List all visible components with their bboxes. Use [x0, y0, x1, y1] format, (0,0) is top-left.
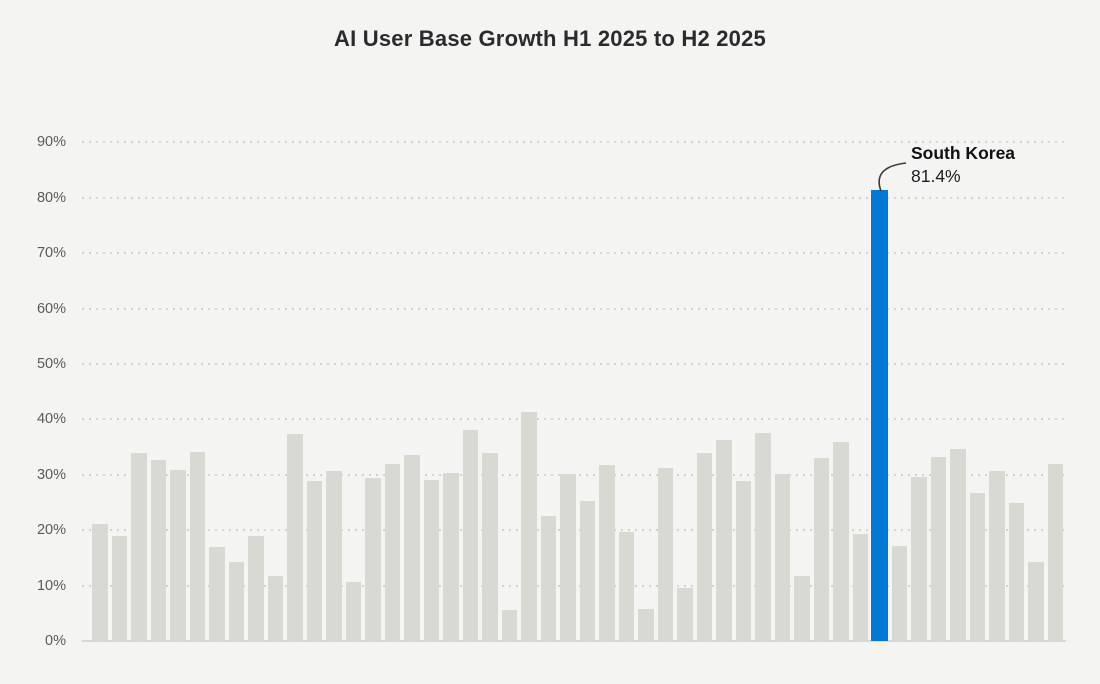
bar: [911, 477, 927, 641]
bar-south-korea: [871, 190, 889, 641]
y-tick-label: 90%: [36, 134, 66, 151]
bar: [891, 546, 907, 641]
bar: [267, 576, 283, 641]
bar: [228, 562, 244, 641]
bar: [92, 523, 108, 641]
bar: [774, 473, 790, 641]
bar: [462, 429, 478, 641]
annotation-south-korea: South Korea 81.4%: [911, 141, 1015, 188]
gridline: [82, 196, 1066, 199]
bar: [657, 467, 673, 641]
bar: [189, 452, 205, 641]
gridline: [82, 141, 1066, 144]
bar: [735, 481, 751, 641]
bar: [423, 480, 439, 641]
bar: [326, 471, 342, 641]
bar: [287, 433, 303, 641]
bar: [248, 536, 264, 641]
bar: [794, 576, 810, 641]
bar: [540, 515, 556, 641]
gridline: [82, 252, 1066, 255]
bar: [1047, 463, 1063, 641]
bar: [677, 587, 693, 641]
bar: [579, 501, 595, 641]
bar: [813, 458, 829, 641]
y-tick-label: 60%: [36, 300, 66, 317]
bar: [150, 460, 166, 641]
y-tick-label: 50%: [36, 356, 66, 372]
bar: [384, 463, 400, 641]
bar: [521, 411, 537, 641]
y-tick-label: 20%: [36, 522, 66, 539]
bar: [696, 452, 712, 641]
bar: [833, 442, 849, 641]
bar: [969, 493, 985, 641]
gridline: [82, 418, 1066, 421]
bar: [482, 452, 498, 641]
bar: [989, 471, 1005, 641]
bar: [930, 456, 946, 641]
bar: [1008, 502, 1024, 641]
y-tick-label: 10%: [36, 577, 66, 594]
bar: [618, 532, 634, 641]
annotation-value-label: 81.4%: [911, 166, 961, 186]
y-tick-label: 30%: [36, 466, 66, 483]
bar: [501, 609, 517, 641]
y-tick-label: 40%: [36, 411, 66, 428]
bar: [443, 473, 459, 641]
bar: [755, 432, 771, 641]
x-axis-line: [82, 640, 1066, 642]
y-tick-label: 80%: [36, 189, 66, 206]
bar: [170, 469, 186, 641]
bar: [560, 474, 576, 641]
gridline: [82, 363, 1066, 365]
bar: [365, 478, 381, 641]
bar: [950, 448, 966, 641]
bar: [345, 582, 361, 641]
bar: [306, 481, 322, 641]
annotation-country-label: South Korea: [911, 143, 1016, 163]
bar: [131, 452, 147, 641]
bar: [852, 533, 868, 641]
gridline: [82, 307, 1066, 310]
bar: [599, 464, 615, 641]
bar: [404, 455, 420, 641]
chart-title: AI User Base Growth H1 2025 to H2 2025: [334, 26, 766, 51]
bar: [111, 536, 127, 641]
bar: [638, 609, 654, 641]
y-tick-label: 0%: [45, 633, 66, 649]
bar: [1028, 562, 1044, 641]
bar: [716, 439, 732, 641]
y-tick-label: 70%: [36, 245, 66, 262]
bar: [209, 547, 225, 641]
